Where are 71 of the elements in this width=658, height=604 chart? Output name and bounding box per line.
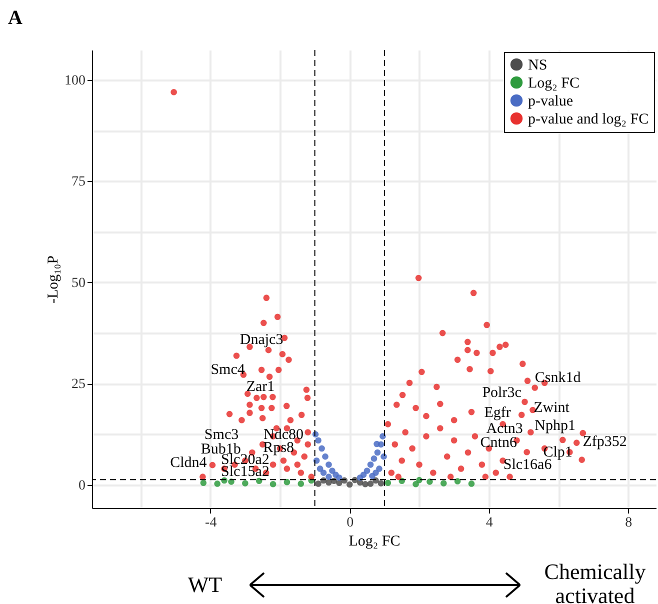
point [454, 478, 461, 484]
point [440, 480, 447, 486]
point [468, 480, 475, 487]
annotation: Zfp352 [582, 434, 627, 450]
y-tick-label: 100 [64, 73, 86, 88]
annotation: Zwint [534, 400, 570, 416]
annotation: Smc4 [210, 362, 246, 378]
legend-label: Log₂ FC [528, 76, 580, 92]
point [320, 470, 327, 476]
point [242, 480, 248, 486]
point [200, 480, 207, 486]
point [367, 480, 374, 487]
annotation: Actn3 [486, 420, 523, 437]
x-axis-title: Log₂ FC [348, 534, 400, 550]
point [270, 480, 276, 488]
text: WT [188, 572, 223, 597]
x-tick-label: -4 [205, 516, 217, 530]
annotation: Smc3 [204, 426, 239, 443]
point [326, 462, 332, 468]
point [378, 480, 384, 486]
point [316, 466, 324, 472]
point [336, 474, 342, 481]
point [346, 481, 353, 488]
annotation: Polr3c [482, 384, 522, 401]
y-tick-label: 75 [72, 174, 86, 190]
x-tick-label: 4 [486, 516, 493, 530]
point [315, 480, 322, 487]
point [380, 453, 387, 460]
point [326, 474, 332, 480]
annotation: Csnk1d [534, 370, 582, 386]
point [426, 478, 433, 485]
legend-label: NS [528, 58, 548, 74]
point [329, 468, 336, 474]
annotation: Ndc80 [263, 426, 304, 443]
annotation: Cntn6 [480, 434, 518, 451]
y-tick-label: 50 [72, 276, 86, 291]
point [374, 449, 381, 456]
point [318, 445, 325, 452]
point [322, 453, 328, 460]
y-axis-title: -Log₁₀P [46, 256, 62, 304]
point [384, 480, 392, 486]
point [256, 478, 262, 484]
y-tick-label: 0 [78, 478, 86, 494]
text: Chemically activated [544, 559, 646, 604]
x-tick-label: 0 [346, 516, 354, 530]
point [376, 466, 382, 472]
point [367, 462, 374, 468]
annotation: Nphp1 [534, 418, 576, 434]
annotation: Dnajc3 [240, 332, 284, 348]
x-tick-label: 8 [625, 516, 632, 530]
legend-label: p-value [528, 94, 574, 110]
text: A [8, 7, 23, 29]
annotation: Egfr [484, 405, 511, 422]
point [315, 437, 322, 444]
y-tick-label: 25 [72, 377, 86, 392]
point [412, 480, 419, 488]
point [374, 440, 380, 448]
point [298, 480, 304, 487]
annotation: Slc15a2 [221, 464, 270, 480]
annotation: Cldn4 [170, 455, 208, 472]
point [369, 472, 376, 480]
point [214, 480, 220, 487]
point [360, 472, 367, 478]
point [284, 478, 290, 486]
point [416, 476, 422, 484]
point [362, 480, 368, 488]
point [364, 468, 370, 474]
legend-label: p-value and log₂ FC [528, 112, 649, 128]
point [380, 433, 386, 440]
annotation: Zar1 [246, 379, 275, 396]
point [370, 455, 378, 462]
